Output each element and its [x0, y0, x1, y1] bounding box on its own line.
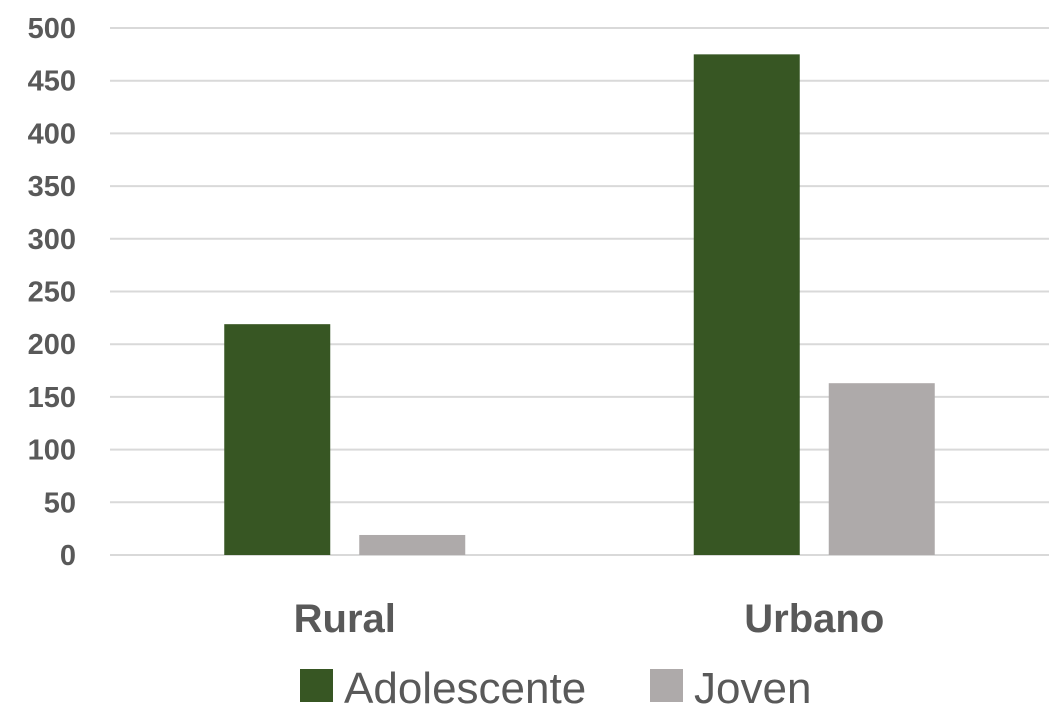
bar-adolescente-urbano [693, 54, 800, 555]
y-tick-label: 150 [28, 382, 76, 414]
bar-joven-rural [359, 534, 466, 555]
bar-adolescente-rural [224, 324, 331, 555]
y-tick-label: 50 [44, 487, 76, 519]
y-tick-label: 300 [28, 224, 76, 256]
y-tick-label: 350 [28, 171, 76, 203]
bar-joven-urbano [828, 383, 935, 555]
legend-label-joven: Joven [694, 664, 811, 713]
y-tick-label: 400 [28, 118, 76, 150]
legend: Adolescente Joven [300, 664, 811, 713]
legend-label-adolescente: Adolescente [344, 664, 586, 713]
y-tick-label: 200 [28, 329, 76, 361]
y-tick-label: 500 [28, 13, 76, 45]
y-tick-label: 250 [28, 277, 76, 309]
y-tick-label: 450 [28, 66, 76, 98]
x-axis-category-labels: Rural Urbano [294, 597, 885, 641]
y-axis-tick-labels: 0 50 100 150 200 250 300 350 400 450 500 [28, 13, 76, 572]
x-category-label: Urbano [744, 597, 884, 641]
x-category-label: Rural [294, 597, 396, 641]
y-tick-label: 0 [60, 540, 76, 572]
bars [224, 54, 935, 555]
legend-swatch-adolescente [300, 669, 333, 702]
y-tick-label: 100 [28, 435, 76, 467]
legend-swatch-joven [650, 669, 683, 702]
